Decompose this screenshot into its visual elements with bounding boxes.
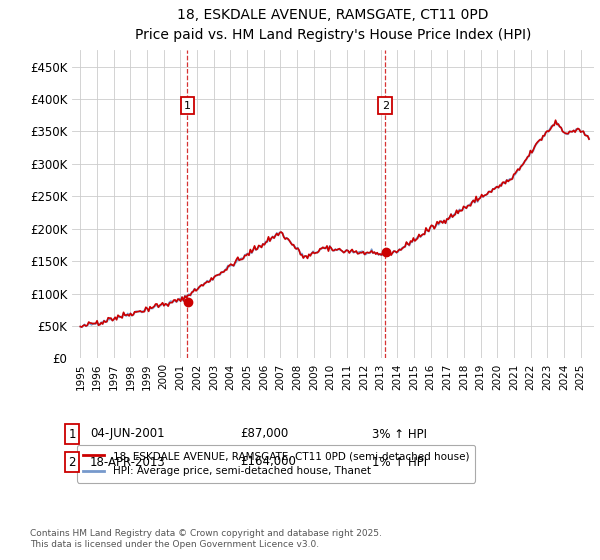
Legend: 18, ESKDALE AVENUE, RAMSGATE, CT11 0PD (semi-detached house), HPI: Average price: 18, ESKDALE AVENUE, RAMSGATE, CT11 0PD (… (77, 445, 475, 483)
Title: 18, ESKDALE AVENUE, RAMSGATE, CT11 0PD
Price paid vs. HM Land Registry's House P: 18, ESKDALE AVENUE, RAMSGATE, CT11 0PD P… (135, 8, 531, 43)
Text: 18-APR-2013: 18-APR-2013 (90, 455, 166, 469)
Text: 1: 1 (68, 427, 76, 441)
Text: £164,000: £164,000 (240, 455, 296, 469)
Text: 1: 1 (184, 100, 191, 110)
Text: 2: 2 (68, 455, 76, 469)
Text: 04-JUN-2001: 04-JUN-2001 (90, 427, 164, 441)
Text: 3% ↑ HPI: 3% ↑ HPI (372, 427, 427, 441)
Text: Contains HM Land Registry data © Crown copyright and database right 2025.
This d: Contains HM Land Registry data © Crown c… (30, 529, 382, 549)
Text: 1% ↑ HPI: 1% ↑ HPI (372, 455, 427, 469)
Text: 2: 2 (382, 100, 389, 110)
Text: £87,000: £87,000 (240, 427, 288, 441)
